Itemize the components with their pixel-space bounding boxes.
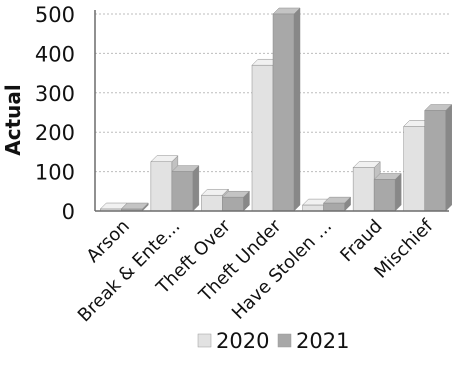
axes bbox=[94, 10, 449, 212]
legend-swatch bbox=[277, 333, 292, 348]
bar-2021-4 bbox=[272, 7, 301, 212]
bar-2021-7 bbox=[424, 103, 453, 212]
legend-label: 2020 bbox=[216, 329, 269, 353]
y-tick-label: 300 bbox=[35, 82, 75, 106]
bar-2021-5 bbox=[322, 196, 352, 212]
bar-2021-3 bbox=[221, 190, 251, 212]
y-tick-label: 200 bbox=[35, 121, 75, 145]
y-axis-label: Actual bbox=[1, 84, 25, 155]
bar-2021-6 bbox=[373, 172, 402, 212]
bar-2021-2 bbox=[171, 164, 200, 212]
legend-label: 2021 bbox=[296, 329, 349, 353]
bars bbox=[99, 7, 453, 212]
y-tick-label: 100 bbox=[35, 161, 75, 185]
legend-item-2020: 2020 bbox=[197, 329, 269, 353]
bar-2021-1 bbox=[120, 202, 149, 212]
y-tick-labels: 0 100 200 300 400 500 bbox=[35, 3, 75, 224]
y-tick-label: 500 bbox=[35, 3, 75, 27]
y-tick-label: 400 bbox=[35, 42, 75, 66]
legend-swatch bbox=[197, 333, 212, 348]
y-tick-label: 0 bbox=[62, 200, 75, 224]
legend-item-2021: 2021 bbox=[277, 329, 349, 353]
legend: 2020 2021 bbox=[197, 329, 349, 353]
